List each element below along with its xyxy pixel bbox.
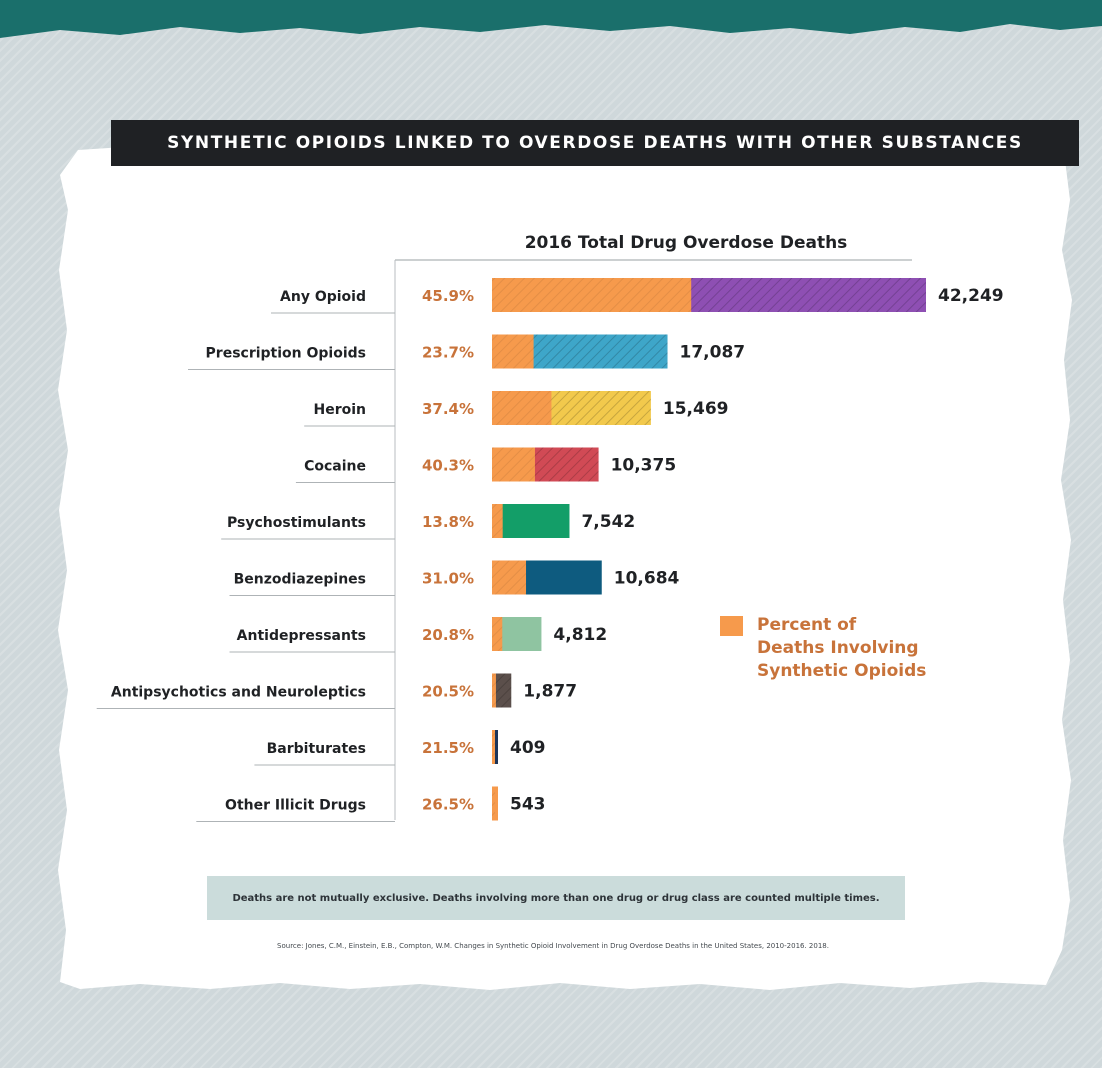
percent-label: 31.0% bbox=[422, 570, 474, 588]
percent-label: 40.3% bbox=[422, 457, 474, 475]
percent-label: 37.4% bbox=[422, 400, 474, 418]
bar-synthetic-share bbox=[492, 278, 692, 312]
category-label: Heroin bbox=[314, 402, 367, 418]
category-label: Psychostimulants bbox=[227, 515, 366, 531]
legend-label-line-1: Percent of bbox=[757, 615, 857, 635]
percent-label: 21.5% bbox=[422, 739, 474, 757]
category-label: Other Illicit Drugs bbox=[225, 798, 366, 814]
note-box: Deaths are not mutually exclusive. Death… bbox=[207, 876, 905, 920]
bar-total bbox=[492, 504, 570, 538]
percent-label: 20.8% bbox=[422, 626, 474, 644]
value-label: 409 bbox=[510, 738, 546, 758]
bar-synthetic-share bbox=[492, 504, 503, 538]
value-label: 42,249 bbox=[938, 286, 1004, 306]
bar-synthetic-share bbox=[492, 391, 552, 425]
legend-swatch bbox=[720, 616, 743, 636]
category-label: Prescription Opioids bbox=[206, 346, 366, 362]
bar-synthetic-share bbox=[492, 447, 535, 482]
legend-label-line-2: Deaths Involving bbox=[757, 638, 919, 658]
percent-label: 23.7% bbox=[422, 344, 474, 362]
bar-synthetic-share bbox=[492, 560, 527, 595]
value-label: 10,684 bbox=[614, 569, 680, 589]
value-label: 4,812 bbox=[553, 625, 607, 645]
value-label: 1,877 bbox=[523, 682, 577, 702]
category-label: Antipsychotics and Neuroleptics bbox=[111, 685, 366, 701]
percent-label: 45.9% bbox=[422, 287, 474, 305]
chart-title: 2016 Total Drug Overdose Deaths bbox=[525, 233, 848, 253]
chart-rows: Any Opioid 45.9% 42,249 Prescription Opioid… bbox=[96, 278, 1004, 822]
value-label: 17,087 bbox=[680, 343, 746, 363]
bar-total bbox=[492, 673, 512, 708]
percent-label: 13.8% bbox=[422, 513, 474, 531]
note-text: Deaths are not mutually exclusive. Death… bbox=[232, 892, 880, 904]
bar-synthetic-share bbox=[492, 786, 495, 821]
torn-teal-band bbox=[0, 0, 1102, 38]
percent-label: 20.5% bbox=[422, 683, 474, 701]
value-label: 10,375 bbox=[611, 456, 677, 476]
bar-synthetic-share bbox=[492, 334, 534, 369]
category-label: Benzodiazepines bbox=[234, 572, 366, 588]
value-label: 7,542 bbox=[581, 512, 635, 532]
bar-synthetic-share bbox=[492, 617, 503, 651]
value-label: 15,469 bbox=[663, 399, 729, 419]
category-label: Barbiturates bbox=[267, 741, 366, 757]
top-accent-band bbox=[0, 0, 1102, 38]
percent-label: 26.5% bbox=[422, 796, 474, 814]
category-label: Cocaine bbox=[304, 459, 366, 475]
legend: Percent of Deaths Involving Synthetic Op… bbox=[720, 615, 926, 681]
infographic-title: SYNTHETIC OPIOIDS LINKED TO OVERDOSE DEA… bbox=[111, 120, 1079, 166]
bar-synthetic-share bbox=[492, 730, 495, 764]
category-label: Antidepressants bbox=[237, 628, 366, 644]
source-citation: Source: Jones, C.M., Einstein, E.B., Com… bbox=[277, 942, 829, 950]
value-label: 543 bbox=[510, 795, 546, 815]
bar-synthetic-share bbox=[492, 673, 496, 708]
category-label: Any Opioid bbox=[280, 289, 366, 305]
legend-label-line-3: Synthetic Opioids bbox=[757, 661, 926, 681]
